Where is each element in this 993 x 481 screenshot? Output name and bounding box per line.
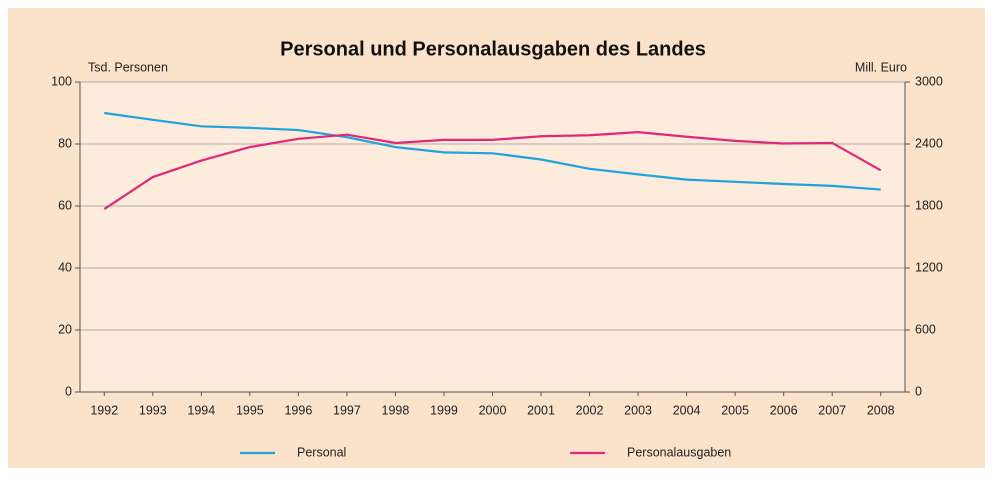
x-tick-label: 2006 [770,403,798,417]
x-tick-label: 1994 [187,403,215,417]
x-tick-label: 1997 [333,403,361,417]
y-tick-label: 60 [58,198,72,212]
y-tick-label: 40 [58,260,72,274]
legend-label: Personalausgaben [627,445,731,459]
x-tick-label: 2008 [867,403,895,417]
y-tick-label: 20 [58,322,72,336]
series-line [103,131,882,211]
x-tick-label: 1998 [382,403,410,417]
x-tick-label: 2005 [721,403,749,417]
x-tick-label: 1996 [284,403,312,417]
y2-tick-label: 2400 [915,136,943,150]
chart-title: Personal und Personalausgaben des Landes [280,38,706,60]
plot-area [80,82,905,392]
legend-label: Personal [297,445,346,459]
x-tick-label: 2003 [624,403,652,417]
x-tick-label: 2007 [818,403,846,417]
x-tick-label: 2001 [527,403,555,417]
y2-tick-label: 3000 [915,74,943,88]
y-tick-label: 80 [58,136,72,150]
y2-tick-label: 0 [915,384,922,398]
x-tick-label: 2004 [673,403,701,417]
x-tick-label: 2002 [576,403,604,417]
x-tick-label: 1995 [236,403,264,417]
series-line [104,111,881,191]
x-tick-label: 1993 [139,403,167,417]
y-tick-label: 100 [51,74,72,88]
x-tick-label: 1992 [90,403,118,417]
y2-tick-label: 1200 [915,260,943,274]
x-tick-label: 2000 [479,403,507,417]
y-axis-label: Tsd. Personen [88,60,168,74]
y2-tick-label: 1800 [915,198,943,212]
y-tick-label: 0 [65,384,72,398]
y2-axis-label: Mill. Euro [855,60,907,74]
y2-tick-label: 600 [915,322,936,336]
x-tick-label: 1999 [430,403,458,417]
